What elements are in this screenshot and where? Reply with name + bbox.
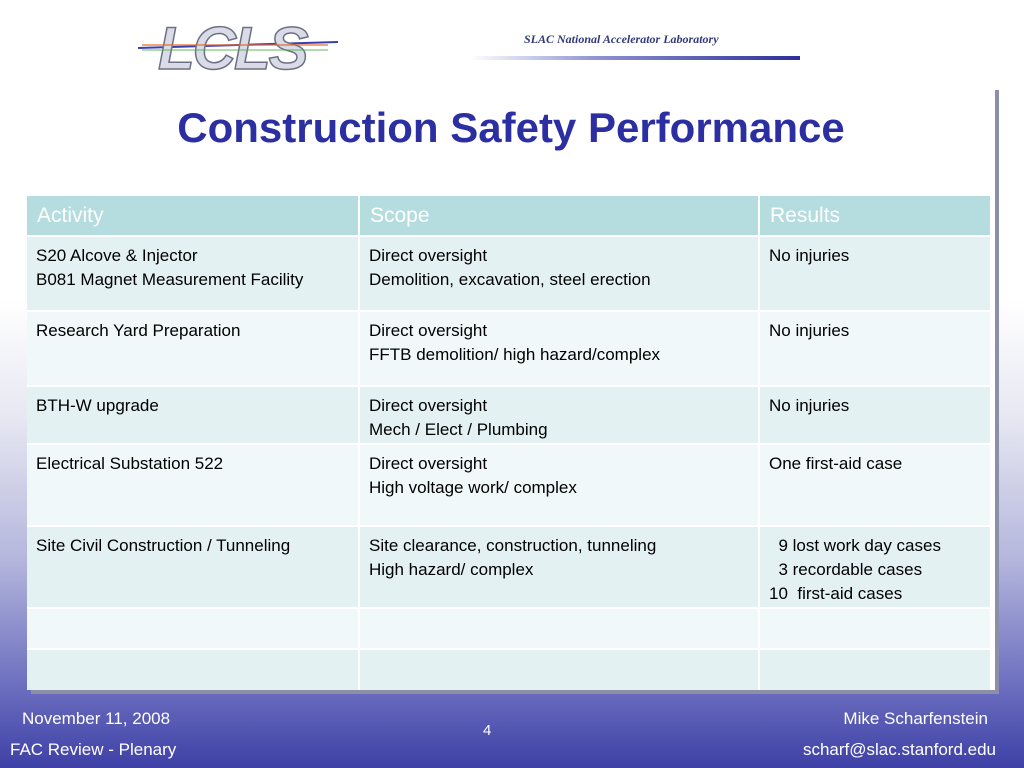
scope-cell xyxy=(359,648,760,690)
footer-event: FAC Review - Plenary xyxy=(10,740,177,759)
page-number: 4 xyxy=(483,722,492,739)
scope-cell: Direct oversight High voltage work/ comp… xyxy=(359,443,760,526)
scope-cell xyxy=(359,607,760,649)
results-cell: One first-aid case xyxy=(759,443,990,526)
footer-email: scharf@slac.stanford.edu xyxy=(802,740,996,759)
results-cell xyxy=(759,648,990,690)
activity-cell xyxy=(27,607,360,649)
results-cell: No injuries xyxy=(759,385,990,444)
safety-table: Activity Scope Results S20 Alcove & Inje… xyxy=(27,196,990,690)
scope-cell: Site clearance, construction, tunneling … xyxy=(359,525,760,608)
scope-cell: Direct oversight FFTB demolition/ high h… xyxy=(359,310,760,386)
footer-date: November 11, 2008 xyxy=(22,709,171,728)
scope-cell: Direct oversight Demolition, excavation,… xyxy=(359,235,760,311)
lab-name: SLAC National Accelerator Laboratory xyxy=(524,32,719,46)
table-row: Research Yard Preparation Direct oversig… xyxy=(27,310,990,386)
results-cell: No injuries xyxy=(759,310,990,386)
table-row xyxy=(27,648,990,690)
table-row: Site Civil Construction / Tunneling Site… xyxy=(27,525,990,608)
logo-text: LCLS xyxy=(158,15,309,78)
results-cell xyxy=(759,607,990,649)
table-row xyxy=(27,607,990,649)
activity-cell xyxy=(27,648,360,690)
results-cell: No injuries xyxy=(759,235,990,311)
table-row: BTH-W upgrade Direct oversight Mech / El… xyxy=(27,385,990,444)
header-rule xyxy=(470,56,800,60)
content-panel: Construction Safety Performance Activity… xyxy=(27,86,995,690)
activity-cell: Research Yard Preparation xyxy=(27,310,360,386)
table-header-row: Activity Scope Results xyxy=(27,196,990,237)
activity-cell: Electrical Substation 522 xyxy=(27,443,360,526)
activity-cell: Site Civil Construction / Tunneling xyxy=(27,525,360,608)
footer-presenter: Mike Scharfenstein xyxy=(843,709,988,728)
results-cell: 9 lost work day cases 3 recordable cases… xyxy=(759,525,990,608)
activity-cell: S20 Alcove & Injector B081 Magnet Measur… xyxy=(27,235,360,311)
column-header-results: Results xyxy=(759,196,990,237)
slide-title: Construction Safety Performance xyxy=(177,104,845,151)
table-row: S20 Alcove & Injector B081 Magnet Measur… xyxy=(27,235,990,311)
column-header-activity: Activity xyxy=(27,196,360,237)
column-header-scope: Scope xyxy=(359,196,760,237)
activity-cell: BTH-W upgrade xyxy=(27,385,360,444)
lcls-logo: LCLS xyxy=(138,14,338,78)
table-row: Electrical Substation 522 Direct oversig… xyxy=(27,443,990,526)
scope-cell: Direct oversight Mech / Elect / Plumbing xyxy=(359,385,760,444)
